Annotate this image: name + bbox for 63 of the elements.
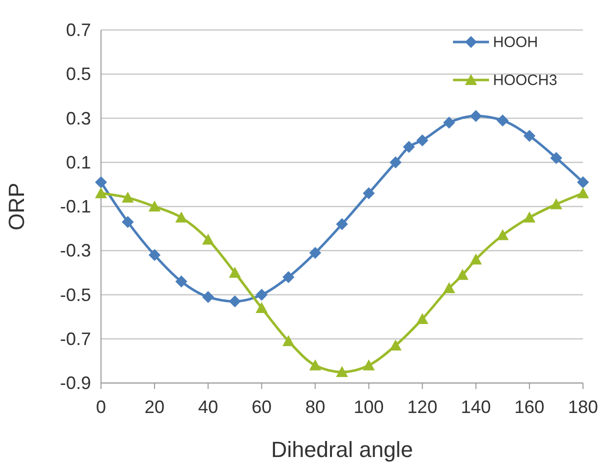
y-tick-label: 0.5 xyxy=(66,64,91,84)
point xyxy=(577,187,589,198)
x-tick-label: 0 xyxy=(96,397,106,417)
y-tick-label: -0.5 xyxy=(60,284,91,305)
point xyxy=(309,246,322,259)
y-tick-label: -0.9 xyxy=(60,373,91,393)
y-tick-label: 0.3 xyxy=(66,108,91,128)
point xyxy=(523,130,536,142)
point xyxy=(282,271,294,284)
y-tick-label: -0.7 xyxy=(60,328,91,349)
point xyxy=(416,134,428,146)
point xyxy=(148,200,161,212)
point xyxy=(175,212,188,223)
point xyxy=(550,152,562,164)
point xyxy=(456,268,468,280)
y-axis-title: ORP xyxy=(4,182,29,230)
point xyxy=(256,302,268,313)
point xyxy=(443,116,456,129)
point xyxy=(336,218,348,230)
point xyxy=(443,282,456,294)
point xyxy=(470,253,482,264)
x-tick-label: 80 xyxy=(305,397,326,417)
y-tick-label: -0.1 xyxy=(60,196,91,216)
point xyxy=(470,110,482,122)
point xyxy=(175,276,188,288)
point xyxy=(402,140,415,153)
point xyxy=(362,359,375,370)
y-tick-label: -0.3 xyxy=(60,240,91,261)
point xyxy=(282,335,294,346)
point xyxy=(336,366,348,377)
legend-label: HOOCH3 xyxy=(493,72,558,89)
x-tick-label: 160 xyxy=(514,397,544,417)
x-tick-label: 120 xyxy=(407,397,438,417)
point xyxy=(390,156,402,168)
point xyxy=(228,266,241,278)
point xyxy=(496,229,509,240)
point xyxy=(416,313,428,324)
point xyxy=(202,290,214,303)
point xyxy=(577,176,589,188)
point xyxy=(309,359,322,370)
point xyxy=(202,234,214,245)
x-tick-label: 180 xyxy=(568,397,598,417)
point xyxy=(390,339,402,350)
x-axis-title: Dihedral angle xyxy=(271,437,413,462)
legend-label: HOOH xyxy=(493,34,538,51)
x-tick-label: 40 xyxy=(198,397,218,417)
point xyxy=(228,295,241,308)
point xyxy=(362,187,375,200)
point xyxy=(122,192,134,203)
point xyxy=(550,198,562,210)
point xyxy=(523,212,536,223)
point xyxy=(256,288,268,301)
y-tick-label: 0.1 xyxy=(66,152,91,172)
point xyxy=(122,216,134,228)
y-tick-label: 0.7 xyxy=(66,20,91,40)
x-tick-label: 100 xyxy=(354,397,384,417)
x-tick-label: 60 xyxy=(252,397,272,417)
x-tick-label: 140 xyxy=(460,397,491,417)
point xyxy=(95,176,107,188)
point xyxy=(496,114,509,126)
x-tick-label: 20 xyxy=(144,397,165,417)
point xyxy=(148,249,161,262)
point xyxy=(95,187,107,198)
